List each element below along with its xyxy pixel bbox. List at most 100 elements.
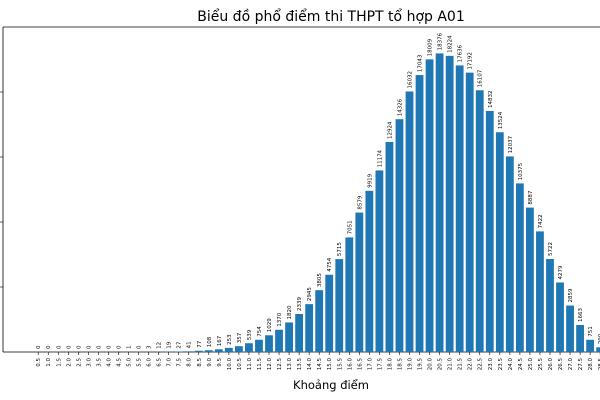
- x-tick-label-12: 6.5: [157, 358, 163, 367]
- x-tick-label-18: 9.5: [217, 358, 223, 367]
- x-tick-label-34: 17.5: [377, 358, 383, 371]
- x-tick-label-20: 10.5: [237, 358, 243, 371]
- bar-15: [184, 351, 193, 352]
- x-tick-label-52: 26.5: [558, 358, 564, 371]
- bar-29: [325, 274, 334, 352]
- bar-26: [295, 313, 304, 352]
- bar-55: [586, 339, 595, 352]
- x-tick-label-5: 3.0: [86, 358, 92, 367]
- bar-32: [355, 212, 364, 352]
- x-tick-label-39: 20.0: [428, 358, 434, 371]
- value-label-53: 2859: [568, 288, 574, 302]
- x-tick-label-56: 28.5: [598, 358, 600, 371]
- bar-52: [556, 282, 564, 352]
- bar-20: [235, 346, 243, 352]
- x-tick-label-9: 5.0: [127, 358, 133, 367]
- bar-34: [375, 170, 384, 352]
- value-label-44: 16107: [478, 69, 484, 87]
- x-tick-label-41: 21.0: [448, 358, 454, 371]
- bars: [124, 53, 600, 353]
- x-tick-label-45: 23.0: [488, 358, 494, 371]
- x-tick-label-37: 19.0: [407, 358, 413, 371]
- x-tick-label-36: 18.5: [397, 358, 403, 371]
- bar-50: [536, 231, 544, 352]
- value-label-15: 41: [187, 341, 193, 348]
- value-label-36: 14326: [397, 98, 403, 116]
- bar-51: [546, 259, 554, 352]
- bar-36: [395, 119, 404, 352]
- x-tick-label-3: 2.0: [66, 358, 72, 367]
- bar-21: [245, 343, 253, 352]
- bar-47: [505, 156, 514, 352]
- x-tick-label-31: 16.0: [347, 358, 353, 371]
- bar-48: [515, 183, 524, 352]
- value-label-26: 2339: [297, 296, 303, 310]
- value-label-12: 12: [157, 342, 163, 349]
- value-label-3: 0: [66, 345, 72, 349]
- x-tick-label-33: 17.0: [367, 358, 373, 371]
- value-label-52: 4279: [558, 265, 564, 279]
- value-label-38: 17043: [418, 54, 424, 72]
- value-label-4: 0: [76, 345, 82, 349]
- bar-33: [365, 190, 374, 352]
- x-tick-label-24: 12.5: [277, 358, 283, 371]
- x-tick-label-29: 15.0: [327, 358, 333, 371]
- value-label-56: 290: [598, 333, 600, 344]
- x-tick-label-49: 25.0: [528, 358, 534, 371]
- bar-39: [425, 59, 434, 352]
- bar-44: [475, 90, 484, 352]
- value-label-30: 5715: [337, 242, 343, 256]
- x-ticks: 0.5 1.0 1.5 2.0 2.5 3.0 3.5 4.0 4.5 5.0 5.5 6.0 6.5 7…: [36, 352, 600, 370]
- value-label-40: 18376: [438, 32, 444, 50]
- x-tick-label-11: 6.0: [147, 358, 153, 367]
- value-label-43: 17192: [468, 52, 474, 70]
- bar-56: [596, 347, 600, 352]
- x-tick-label-32: 16.5: [357, 358, 363, 371]
- value-label-24: 1370: [277, 312, 283, 326]
- x-tick-label-28: 14.5: [317, 358, 323, 371]
- x-tick-label-15: 8.0: [187, 358, 193, 367]
- x-tick-label-22: 11.5: [257, 358, 263, 371]
- bar-19: [224, 347, 233, 352]
- x-tick-label-40: 20.5: [438, 358, 444, 371]
- x-tick-label-30: 15.5: [337, 358, 343, 371]
- value-label-48: 10375: [518, 162, 524, 180]
- x-tick-label-42: 21.5: [458, 358, 464, 371]
- bar-24: [275, 329, 283, 352]
- bar-35: [385, 141, 394, 352]
- value-label-41: 18224: [448, 35, 454, 53]
- value-label-21: 539: [247, 329, 253, 340]
- bar-18: [214, 349, 223, 352]
- value-label-7: 0: [106, 345, 112, 349]
- plot-area: 0 0 0 0 0 0 0 0 0 1 0 3 12 19 27 41 77 108 167 253 357 539 754…: [0, 26, 600, 370]
- x-tick-label-35: 18.0: [387, 358, 393, 371]
- x-tick-label-51: 26.0: [548, 358, 554, 371]
- y-ticks: [0, 91, 3, 288]
- value-label-2: 0: [56, 345, 62, 349]
- value-label-20: 357: [237, 332, 243, 343]
- value-label-5: 0: [86, 345, 92, 349]
- x-tick-label-38: 19.5: [418, 358, 424, 371]
- value-label-50: 7422: [538, 214, 544, 228]
- x-tick-label-14: 7.5: [177, 358, 183, 367]
- value-label-25: 1820: [287, 305, 293, 319]
- value-label-33: 9919: [367, 173, 373, 187]
- x-tick-label-17: 9.0: [207, 358, 213, 367]
- value-label-39: 18009: [428, 38, 434, 56]
- x-tick-label-1: 1.0: [46, 358, 52, 367]
- value-label-55: 751: [588, 326, 594, 337]
- value-label-18: 167: [217, 335, 223, 346]
- x-tick-label-48: 24.5: [518, 358, 524, 371]
- value-label-29: 4754: [327, 257, 333, 271]
- value-labels: 0 0 0 0 0 0 0 0 0 1 0 3 12 19 27 41 77 108 167 253 357 539 754…: [36, 32, 600, 349]
- bar-30: [335, 259, 344, 352]
- bar-23: [265, 335, 273, 352]
- x-tick-label-26: 13.5: [297, 358, 303, 371]
- value-label-42: 17636: [458, 44, 464, 62]
- bar-40: [435, 53, 444, 352]
- bar-42: [455, 65, 464, 352]
- value-label-27: 2945: [307, 287, 313, 301]
- value-label-49: 8887: [528, 190, 534, 204]
- value-label-46: 13524: [498, 111, 504, 129]
